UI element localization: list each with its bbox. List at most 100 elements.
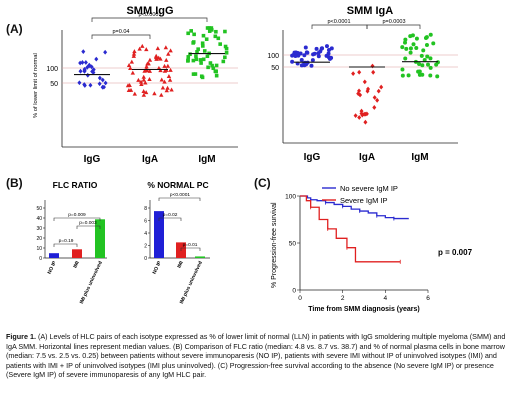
data-point	[164, 57, 169, 62]
data-point	[189, 29, 193, 33]
data-point	[423, 35, 428, 40]
data-point	[363, 119, 368, 125]
data-point	[132, 91, 137, 96]
y-tick-label: 40	[36, 216, 42, 222]
data-point	[428, 56, 433, 61]
data-point	[400, 45, 405, 50]
data-point	[434, 62, 439, 67]
data-point	[326, 47, 331, 52]
data-point	[85, 72, 90, 78]
data-point	[305, 60, 310, 65]
data-point	[145, 68, 150, 73]
data-point	[193, 72, 198, 76]
data-point	[370, 63, 375, 69]
data-point	[319, 46, 324, 51]
data-point	[201, 57, 206, 62]
bar	[176, 242, 186, 258]
data-point	[420, 63, 425, 68]
caption-lead: Figure 1.	[6, 332, 36, 341]
y-tick-label: 6	[144, 219, 147, 225]
bracket: p<0.0001	[311, 19, 368, 29]
data-point	[299, 57, 304, 62]
y-tick-label: 8	[144, 206, 147, 212]
x-tick-label: 6	[426, 295, 430, 302]
data-point	[168, 67, 173, 72]
data-point	[363, 111, 368, 117]
data-point	[356, 91, 361, 97]
data-point	[196, 47, 200, 51]
data-point	[142, 68, 147, 73]
data-point	[156, 65, 162, 70]
data-point	[163, 45, 169, 50]
data-point	[100, 84, 105, 90]
data-point	[411, 42, 416, 47]
data-point	[366, 86, 371, 92]
data-point	[210, 63, 214, 68]
data-point	[141, 77, 147, 82]
data-point	[302, 63, 307, 68]
data-point	[316, 51, 321, 56]
bracket-label: p<0.0001	[327, 19, 350, 25]
data-point	[186, 55, 191, 59]
data-point	[191, 72, 196, 76]
data-point	[144, 64, 149, 69]
data-point	[164, 67, 169, 72]
data-point	[77, 80, 82, 86]
y-tick-label: 0	[144, 256, 147, 262]
data-point	[428, 65, 433, 70]
y-axis-label: % of lower limit of normal	[33, 53, 39, 118]
data-point	[214, 69, 218, 74]
data-point	[164, 88, 169, 93]
data-point	[421, 48, 426, 53]
data-point	[303, 45, 308, 50]
data-point	[207, 26, 211, 30]
data-point	[152, 91, 157, 96]
data-point	[199, 61, 203, 65]
data-point	[205, 54, 210, 59]
data-point	[379, 84, 384, 90]
data-point	[192, 32, 196, 37]
data-point	[400, 67, 405, 72]
data-point	[314, 46, 319, 51]
data-point	[303, 60, 308, 65]
data-point	[97, 81, 102, 87]
bracket: p=0.19	[53, 238, 78, 247]
data-point	[126, 87, 132, 92]
data-point	[353, 113, 358, 119]
data-point	[145, 61, 150, 66]
data-point	[327, 56, 332, 61]
bracket-label: p=0.02	[163, 212, 178, 218]
data-point	[424, 43, 429, 48]
data-point	[311, 52, 316, 57]
data-point	[357, 88, 362, 94]
data-point	[410, 33, 415, 38]
data-point	[143, 80, 148, 85]
data-point	[159, 92, 164, 97]
data-point	[316, 54, 321, 59]
y-tick-label: 50	[289, 241, 297, 248]
data-point	[302, 61, 307, 66]
y-tick-label: 4	[144, 231, 147, 237]
bracket: p=0.01	[180, 242, 201, 251]
data-point	[209, 28, 214, 32]
data-point	[83, 60, 88, 65]
data-point	[298, 51, 303, 56]
y-axis-label: % Progression-free survival	[271, 202, 278, 288]
bracket-label: p<0.0001	[138, 12, 161, 18]
y-tick-label: 30	[36, 226, 42, 232]
data-point	[199, 74, 204, 79]
data-point	[213, 69, 218, 74]
data-point	[362, 79, 367, 85]
x-category-label: IgA	[359, 152, 375, 163]
data-point	[191, 58, 196, 63]
data-point	[139, 82, 144, 87]
data-point	[200, 41, 205, 46]
bracket-label: p=0.009	[68, 212, 86, 218]
bracket: p=0.02	[158, 212, 182, 221]
data-point	[186, 31, 190, 36]
data-point	[400, 73, 405, 78]
data-point	[358, 92, 363, 98]
data-point	[160, 85, 166, 90]
bracket: p<0.0001	[158, 192, 201, 201]
data-point	[309, 63, 314, 68]
